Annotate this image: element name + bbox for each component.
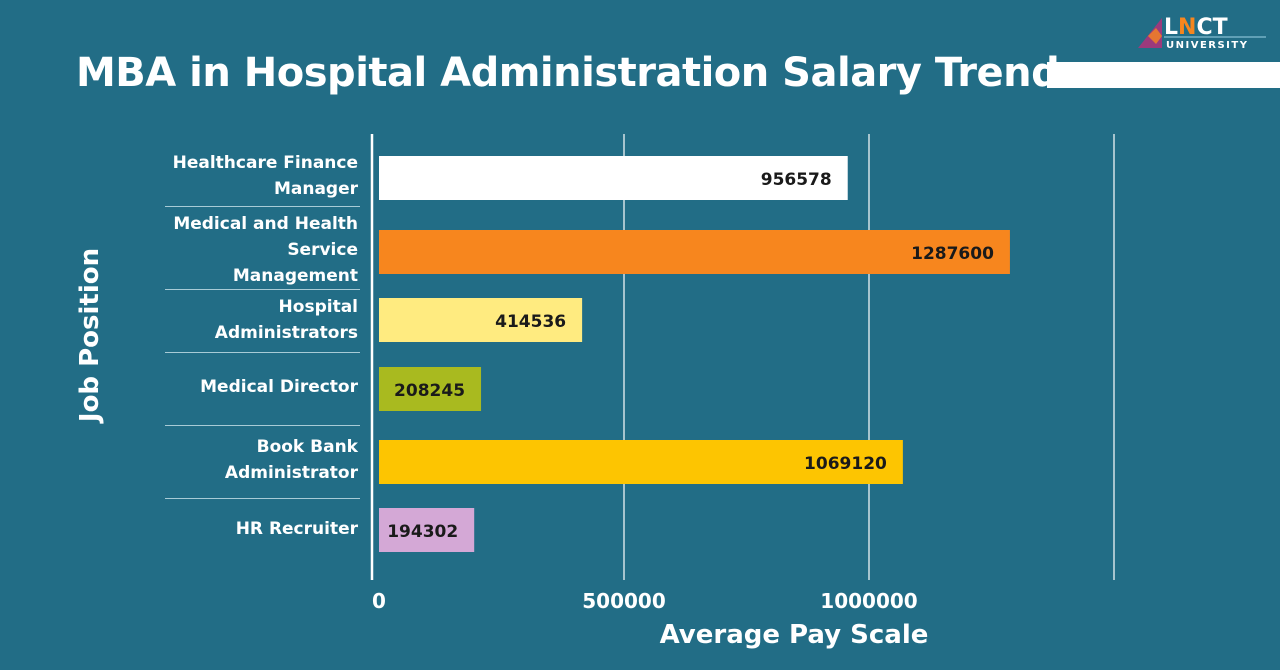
x-axis-label: Average Pay Scale (659, 620, 929, 650)
bar (379, 440, 903, 484)
category-separator (165, 498, 360, 499)
bar (379, 508, 475, 552)
category-separator (165, 425, 360, 426)
x-tick-label: 0 (372, 589, 386, 613)
category-separator (165, 289, 360, 290)
x-tick-label: 500000 (582, 589, 666, 613)
data-label: 194302 (387, 522, 458, 542)
lnct-university-logo: LNCT UNIVERSITY (1138, 12, 1268, 52)
category-label: Hospital Administrators (214, 297, 358, 343)
category-label: Healthcare Finance Manager (172, 153, 358, 199)
category-separator (165, 206, 360, 207)
bar (379, 230, 1010, 274)
category-label: Medical and Health Service Management (173, 214, 358, 286)
data-label: 1287600 (911, 244, 994, 264)
x-tick-label: 1000000 (820, 589, 917, 613)
svg-text:UNIVERSITY: UNIVERSITY (1166, 40, 1248, 51)
data-label: 1069120 (804, 454, 887, 474)
page-title: MBA in Hospital Administration Salary Tr… (76, 50, 1083, 96)
category-label: Book Bank Administrator (224, 437, 358, 483)
category-label: HR Recruiter (235, 519, 358, 539)
category-separator (165, 352, 360, 353)
bar (379, 298, 583, 342)
data-label: 208245 (394, 381, 465, 401)
data-label: 414536 (495, 312, 566, 332)
bar (379, 156, 848, 200)
data-label: 956578 (761, 170, 832, 190)
category-label: Medical Director (200, 377, 358, 397)
title-accent-bar (1047, 62, 1280, 88)
svg-text:LNCT: LNCT (1164, 15, 1228, 40)
bar (379, 367, 482, 411)
